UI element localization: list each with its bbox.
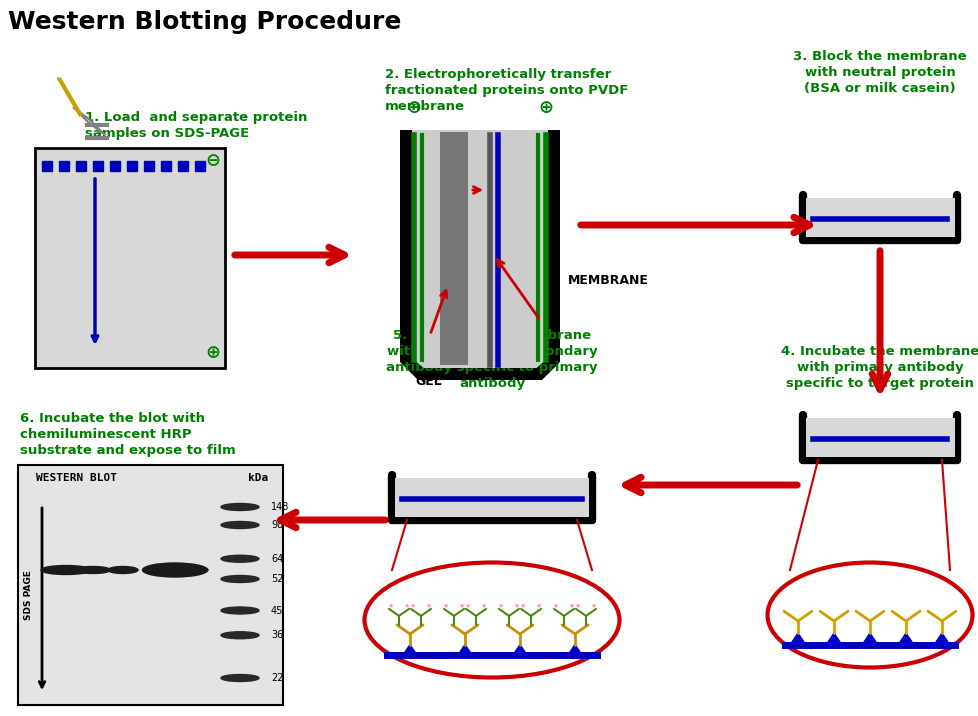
Bar [805,198,954,237]
Ellipse shape [221,503,259,511]
Ellipse shape [143,563,207,577]
Ellipse shape [221,674,259,682]
Text: 3. Block the membrane
with neutral protein
(BSA or milk casein): 3. Block the membrane with neutral prote… [792,50,966,95]
Polygon shape [412,130,548,368]
Bar [93,161,103,171]
Polygon shape [512,644,526,655]
Polygon shape [897,633,913,645]
Bar [195,161,204,171]
Bar [160,161,171,171]
Polygon shape [403,644,417,655]
Bar [805,418,954,457]
Text: 4. Incubate the membrane
with primary antibody
specific to target protein: 4. Incubate the membrane with primary an… [780,345,978,390]
Text: 22: 22 [271,673,284,683]
Text: ★: ★ [553,603,558,609]
Text: ★: ★ [480,603,487,609]
Bar [110,161,120,171]
Polygon shape [933,633,949,645]
Text: ★: ★ [568,603,574,609]
Text: ★: ★ [459,603,465,609]
Bar [127,161,137,171]
Text: ⊖: ⊖ [406,99,422,117]
Text: ⊕: ⊕ [538,99,553,117]
Text: 5. Incubate the membrane
with HRP-labeled secondary
antibody specific to primary: 5. Incubate the membrane with HRP-labele… [386,329,598,390]
Text: ⊕: ⊕ [205,344,221,362]
Ellipse shape [221,632,259,639]
Text: ★: ★ [519,603,525,609]
Text: WESTERN BLOT: WESTERN BLOT [36,473,117,483]
Polygon shape [861,633,877,645]
Bar [76,161,86,171]
Text: 148: 148 [271,502,289,512]
Text: GEL: GEL [415,375,441,388]
Text: ★: ★ [465,603,470,609]
Polygon shape [458,644,471,655]
Text: ⊖: ⊖ [205,152,221,170]
Text: ★: ★ [387,603,394,609]
Ellipse shape [221,607,259,614]
Ellipse shape [221,576,259,583]
Text: 64: 64 [271,553,283,563]
Bar [35,148,225,368]
Text: ★: ★ [535,603,542,609]
Text: 6. Incubate the blot with
chemiluminescent HRP
substrate and expose to film: 6. Incubate the blot with chemiluminesce… [20,412,236,457]
Text: 52: 52 [271,574,284,584]
Text: ★: ★ [404,603,410,609]
Ellipse shape [767,563,971,667]
Polygon shape [567,644,581,655]
Bar [178,161,188,171]
Text: ★: ★ [591,603,597,609]
Text: ★: ★ [498,603,504,609]
Text: ★: ★ [442,603,449,609]
Text: 45: 45 [271,606,283,616]
Text: MEMBRANE: MEMBRANE [567,274,648,286]
Bar [394,478,589,517]
Polygon shape [825,633,841,645]
Polygon shape [73,107,105,135]
Ellipse shape [108,566,138,574]
Bar [439,132,467,365]
Ellipse shape [221,521,259,528]
Bar [18,465,283,705]
Text: 2. Electrophoretically transfer
fractionated proteins onto PVDF
membrane: 2. Electrophoretically transfer fraction… [384,68,628,113]
Bar [59,161,68,171]
Text: SDS PAGE: SDS PAGE [24,570,33,620]
Text: 98: 98 [271,520,283,530]
Polygon shape [789,633,805,645]
Ellipse shape [221,555,259,562]
Text: 36: 36 [271,630,283,640]
Bar [42,161,52,171]
Ellipse shape [41,566,91,574]
Bar [144,161,154,171]
Text: 1. Load  and separate protein
samples on SDS-PAGE: 1. Load and separate protein samples on … [85,111,307,140]
Text: ★: ★ [410,603,416,609]
Text: Western Blotting Procedure: Western Blotting Procedure [8,10,401,34]
Text: ★: ★ [425,603,431,609]
Ellipse shape [178,566,207,574]
Polygon shape [400,130,559,380]
Text: ★: ★ [574,603,581,609]
Text: kDa: kDa [247,473,268,483]
Text: ★: ★ [513,603,519,609]
Ellipse shape [364,563,619,677]
Ellipse shape [75,566,111,574]
